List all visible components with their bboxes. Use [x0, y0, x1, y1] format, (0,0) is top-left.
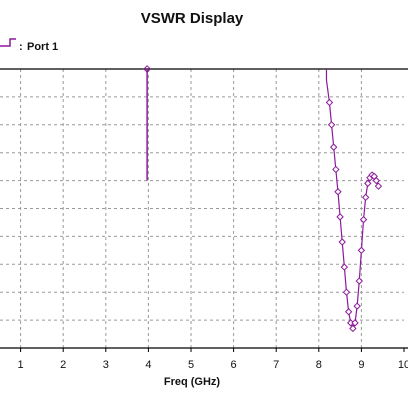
x-tick-label: 1	[18, 359, 24, 371]
x-tick-label: 4	[145, 359, 151, 371]
series-point	[361, 193, 370, 202]
series-port-1	[143, 65, 383, 333]
series-point	[372, 176, 381, 185]
series-point	[353, 302, 361, 310]
series-point	[327, 121, 336, 129]
series-point	[332, 165, 340, 174]
series-point	[357, 246, 366, 255]
legend-swatch-icon	[0, 38, 16, 47]
x-axis-label: Freq (GHz)	[164, 376, 221, 388]
series-point	[374, 182, 383, 190]
series-point	[364, 179, 372, 188]
x-tick-label: 5	[188, 359, 194, 371]
series-point	[351, 319, 359, 327]
series-point	[336, 213, 344, 221]
chart-title: VSWR Display	[141, 10, 244, 27]
series-point	[330, 143, 338, 151]
series-point	[344, 308, 353, 316]
series-point	[143, 65, 152, 73]
series-point	[338, 238, 346, 246]
legend: Port 1	[0, 38, 58, 53]
legend-label-port-1: Port 1	[27, 41, 58, 53]
series-point	[325, 98, 334, 107]
x-tick-label: 6	[231, 359, 237, 371]
grid	[0, 69, 404, 348]
series-point	[349, 324, 357, 333]
x-tick-label: 7	[273, 359, 279, 371]
x-tick-label: 2	[60, 359, 66, 371]
series-point	[340, 263, 349, 271]
axes	[0, 68, 408, 349]
x-tick-label: 10	[398, 359, 408, 371]
series-point	[342, 288, 351, 296]
x-tick-label: 8	[316, 359, 322, 371]
series-point	[355, 277, 363, 285]
legend-separator: :	[19, 41, 23, 53]
series-point	[334, 188, 342, 196]
series-line	[325, 69, 380, 331]
x-tick-labels: 1 2 3 4 5 6 7 8 9 10	[18, 348, 408, 371]
series-point	[359, 215, 368, 224]
x-tick-label: 9	[358, 359, 364, 371]
x-tick-label: 3	[103, 359, 109, 371]
